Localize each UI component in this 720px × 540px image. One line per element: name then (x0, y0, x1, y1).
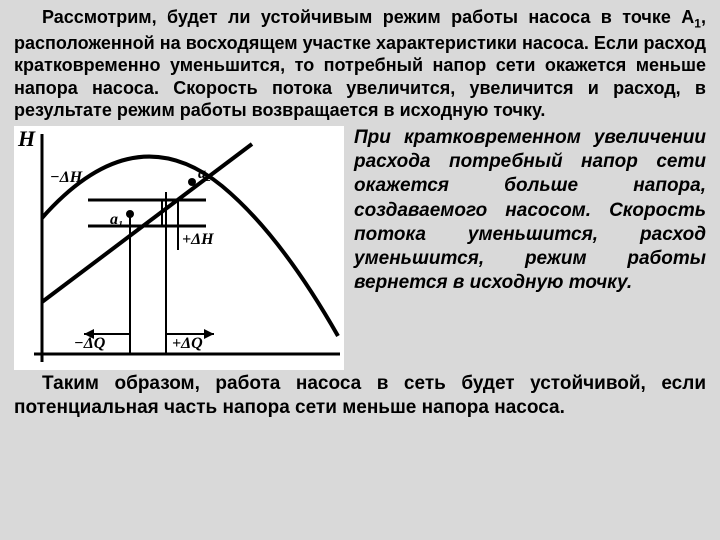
pump-chart: H −ΔH +ΔH −ΔQ +ΔQ a₁ a₂ (14, 126, 344, 370)
para1-sub: 1 (694, 17, 701, 31)
paragraph-2: Таким образом, работа насоса в сеть буде… (14, 372, 706, 421)
paragraph-1: Рассмотрим, будет ли устойчивым режим ра… (14, 6, 706, 122)
svg-text:+ΔH: +ΔH (182, 231, 214, 248)
para1-t1: Рассмотрим, будет ли устойчивым режим ра… (42, 7, 694, 27)
svg-text:−ΔH: −ΔH (50, 169, 83, 186)
svg-text:a₁: a₁ (110, 211, 124, 228)
paragraph-right: При кратковременном увеличении расхода п… (354, 126, 706, 370)
svg-text:H: H (17, 126, 36, 151)
svg-text:a₂: a₂ (198, 165, 212, 182)
svg-text:+ΔQ: +ΔQ (172, 335, 203, 352)
svg-text:−ΔQ: −ΔQ (74, 335, 106, 352)
